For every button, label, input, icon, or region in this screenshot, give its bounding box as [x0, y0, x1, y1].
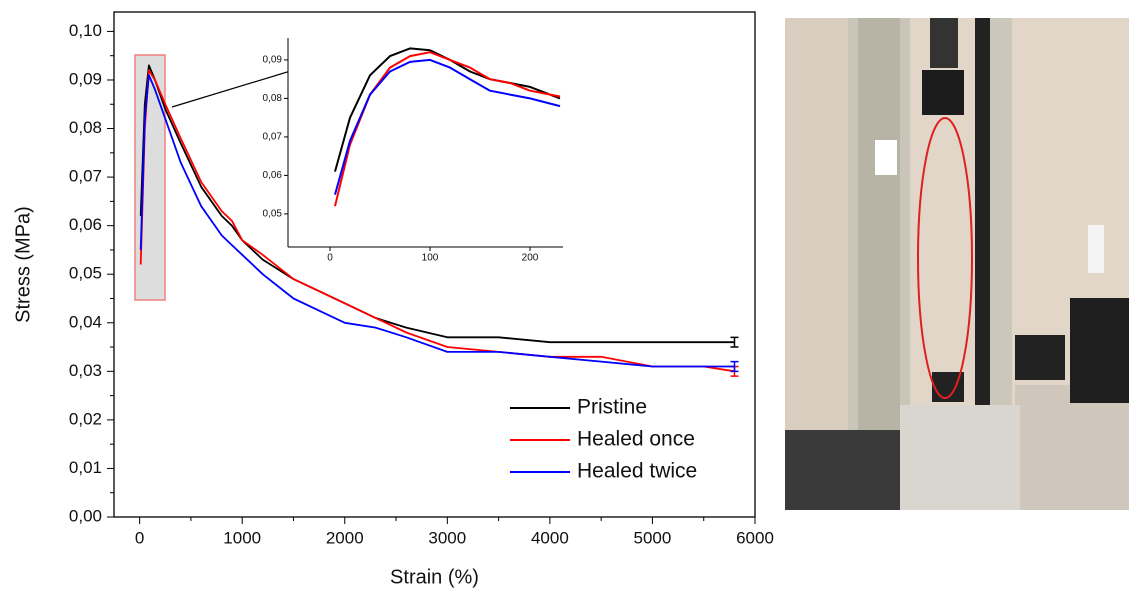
y-axis-title: Stress (MPa): [12, 206, 34, 323]
legend-label: Healed twice: [577, 460, 697, 483]
x-tick-label: 6000: [736, 528, 774, 547]
plot-frame: [113, 11, 756, 518]
x-tick-label: 2000: [326, 528, 364, 547]
series-line: [139, 74, 735, 368]
x-axis-title: Strain (%): [390, 566, 479, 588]
x-tick-label: 100: [422, 253, 439, 264]
y-tick-label: 0,09: [263, 55, 283, 66]
y-tick-label: 0,05: [69, 264, 102, 283]
y-tick-label: 0,10: [69, 21, 102, 40]
y-tick-label: 0,01: [69, 458, 102, 477]
legend-label: Healed once: [577, 428, 695, 451]
main-chart: 0 1000 2000 3000 4000 5000 60000,000,010,020,0…: [12, 11, 774, 588]
y-tick-label: 0,06: [69, 215, 102, 234]
x-tick-label: 5000: [634, 528, 672, 547]
y-tick-label: 0,08: [263, 93, 283, 104]
error-bar: [730, 336, 739, 348]
x-tick-label: 4000: [531, 528, 569, 547]
inset-chart: 0 100 200 0,05 0,06 0,07 0,08 0,09: [263, 38, 563, 264]
inset-background: [288, 38, 563, 247]
y-tick-label: 0,07: [263, 132, 283, 143]
y-tick-label: 0,09: [69, 69, 102, 88]
y-tick-label: 0,04: [69, 312, 102, 331]
y-tick-label: 0,06: [263, 170, 283, 181]
y-tick-label: 0,03: [69, 361, 102, 380]
x-tick-label: 0: [135, 528, 144, 547]
series-line: [334, 58, 561, 195]
series-line: [139, 69, 735, 373]
y-tick-label: 0,07: [69, 167, 102, 186]
x-tick-label: 0: [327, 253, 333, 264]
x-tick-label: 3000: [428, 528, 466, 547]
y-tick-label: 0,02: [69, 409, 102, 428]
photo: [785, 18, 1129, 510]
y-tick-label: 0,05: [263, 209, 283, 220]
error-bar: [730, 360, 739, 373]
x-tick-label: 1000: [223, 528, 261, 547]
legend-label: Pristine: [577, 396, 647, 419]
x-tick-label: 200: [522, 253, 539, 264]
y-tick-label: 0,00: [69, 506, 102, 525]
y-tick-label: 0,08: [69, 118, 102, 137]
